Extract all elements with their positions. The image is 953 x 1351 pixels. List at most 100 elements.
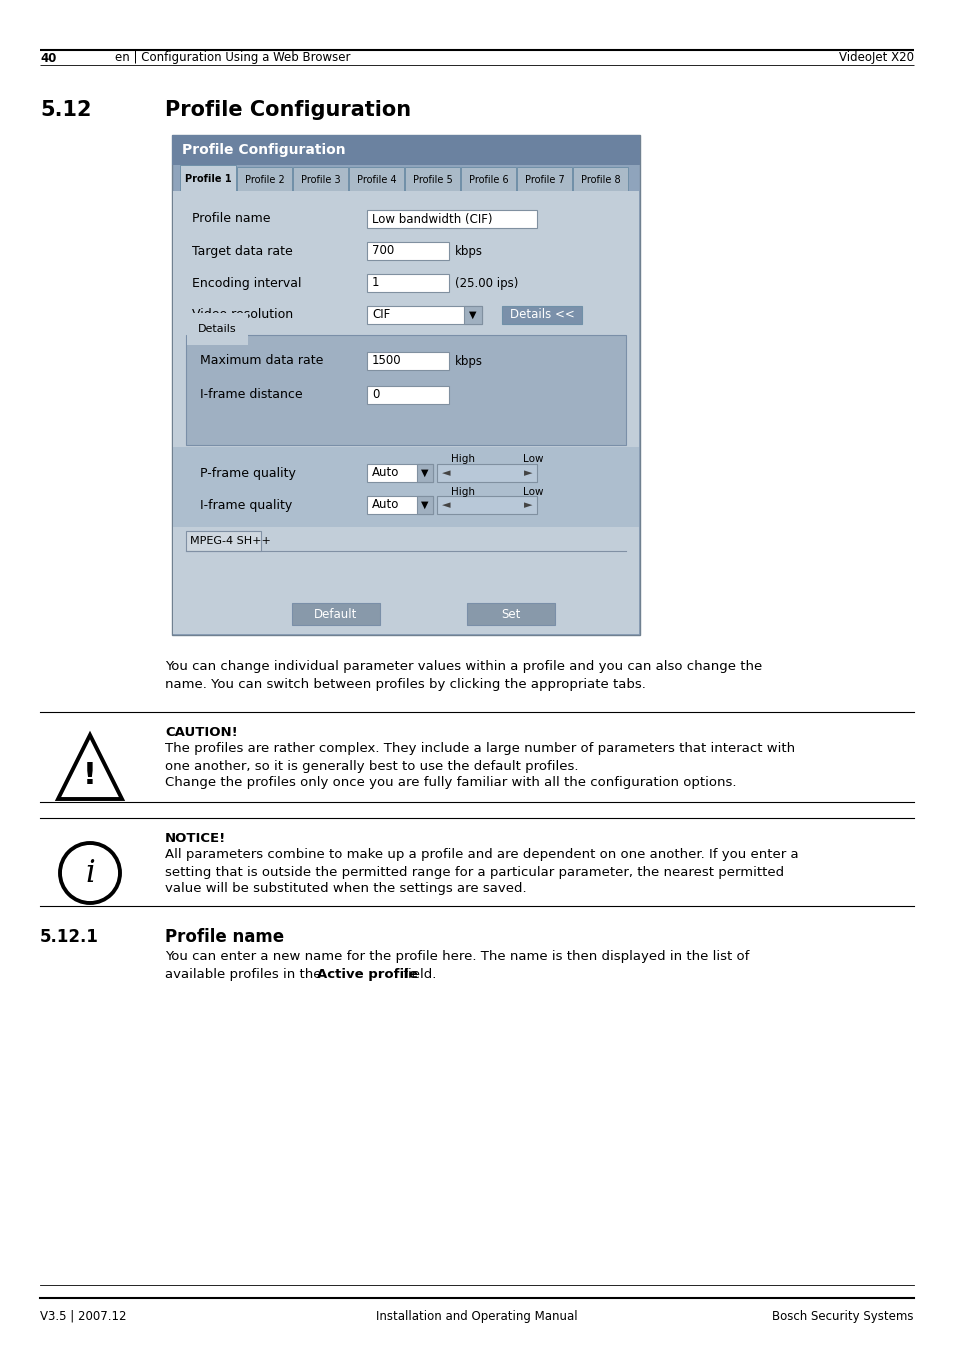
Bar (367, 353, 449, 370)
Text: Profile 2: Profile 2 (244, 176, 284, 185)
Bar (501, 305, 581, 324)
Text: Encoding interval: Encoding interval (192, 277, 301, 289)
Text: 1: 1 (372, 277, 379, 289)
Text: Profile 7: Profile 7 (524, 176, 564, 185)
Text: name. You can switch between profiles by clicking the appropriate tabs.: name. You can switch between profiles by… (165, 678, 645, 690)
Text: CAUTION!: CAUTION! (165, 725, 237, 739)
Text: Video resolution: Video resolution (192, 308, 293, 322)
Text: Details <<: Details << (509, 308, 574, 322)
Text: P-frame quality: P-frame quality (200, 466, 295, 480)
Bar (436, 496, 537, 513)
Text: V3.5 | 2007.12: V3.5 | 2007.12 (40, 1310, 127, 1323)
Text: Profile name: Profile name (165, 928, 284, 946)
Text: available profiles in the: available profiles in the (165, 969, 325, 981)
Text: VideoJet X20: VideoJet X20 (838, 51, 913, 65)
Text: Profile Configuration: Profile Configuration (165, 100, 411, 120)
Text: kbps: kbps (455, 354, 482, 367)
Text: Profile 8: Profile 8 (580, 176, 619, 185)
Bar (172, 135, 639, 635)
Text: High: High (451, 454, 475, 463)
Text: Profile 3: Profile 3 (300, 176, 340, 185)
Text: value will be substituted when the settings are saved.: value will be substituted when the setti… (165, 882, 526, 894)
Text: Profile 6: Profile 6 (468, 176, 508, 185)
Text: kbps: kbps (455, 245, 482, 258)
Bar (367, 305, 481, 324)
Text: Profile 1: Profile 1 (185, 174, 231, 184)
Text: Low: Low (522, 454, 543, 463)
Bar (186, 335, 625, 444)
Text: Auto: Auto (372, 499, 399, 512)
Text: Active profile: Active profile (316, 969, 417, 981)
Text: !: ! (83, 761, 97, 789)
Text: 0: 0 (372, 389, 379, 401)
Text: ►: ► (523, 467, 532, 478)
Bar (367, 496, 433, 513)
Text: Profile 4: Profile 4 (356, 176, 395, 185)
Text: ►: ► (523, 500, 532, 509)
Text: 1500: 1500 (372, 354, 401, 367)
Bar (367, 209, 537, 228)
Text: ▼: ▼ (421, 500, 428, 509)
Text: Profile Configuration: Profile Configuration (182, 143, 345, 157)
Text: You can enter a new name for the profile here. The name is then displayed in the: You can enter a new name for the profile… (165, 950, 749, 963)
Text: ◄: ◄ (441, 467, 450, 478)
Bar (293, 168, 348, 193)
Text: Low bandwidth (CIF): Low bandwidth (CIF) (372, 212, 492, 226)
Bar (416, 496, 433, 513)
Bar (463, 305, 481, 324)
Bar (292, 603, 379, 626)
Bar (180, 165, 235, 193)
Text: ▼: ▼ (469, 309, 476, 320)
Text: Bosch Security Systems: Bosch Security Systems (772, 1310, 913, 1323)
Bar (436, 463, 537, 482)
Text: Details: Details (198, 324, 236, 334)
Text: setting that is outside the permitted range for a particular parameter, the near: setting that is outside the permitted ra… (165, 866, 783, 880)
Text: 5.12: 5.12 (40, 100, 91, 120)
Bar (405, 168, 459, 193)
Text: High: High (451, 486, 475, 497)
Bar (172, 528, 639, 634)
Bar (367, 463, 433, 482)
Bar (517, 168, 572, 193)
Text: The profiles are rather complex. They include a large number of parameters that : The profiles are rather complex. They in… (165, 742, 794, 755)
Text: one another, so it is generally best to use the default profiles.: one another, so it is generally best to … (165, 761, 578, 773)
Text: Profile 5: Profile 5 (413, 176, 452, 185)
Text: 700: 700 (372, 245, 394, 258)
Text: Change the profiles only once you are fully familiar with all the configuration : Change the profiles only once you are fu… (165, 775, 736, 789)
Text: ▼: ▼ (421, 467, 428, 478)
Text: 5.12.1: 5.12.1 (40, 928, 99, 946)
Bar (367, 386, 449, 404)
Text: en | Configuration Using a Web Browser: en | Configuration Using a Web Browser (115, 51, 350, 65)
Text: Auto: Auto (372, 466, 399, 480)
Bar (349, 168, 403, 193)
Text: I-frame quality: I-frame quality (200, 499, 292, 512)
Text: Low: Low (522, 486, 543, 497)
Bar (172, 447, 639, 527)
Text: 40: 40 (40, 51, 56, 65)
Bar (416, 463, 433, 482)
Text: i: i (85, 858, 94, 889)
Text: CIF: CIF (372, 308, 390, 322)
Text: Default: Default (314, 608, 357, 620)
Text: Maximum data rate: Maximum data rate (200, 354, 323, 367)
Text: ◄: ◄ (441, 500, 450, 509)
Bar (172, 190, 639, 634)
Bar (467, 603, 555, 626)
Text: You can change individual parameter values within a profile and you can also cha: You can change individual parameter valu… (165, 661, 761, 673)
Bar (236, 168, 292, 193)
Bar (186, 531, 261, 551)
Text: All parameters combine to make up a profile and are dependent on one another. If: All parameters combine to make up a prof… (165, 848, 798, 861)
Text: I-frame distance: I-frame distance (200, 389, 302, 401)
Text: MPEG-4 SH++: MPEG-4 SH++ (190, 536, 271, 546)
Text: NOTICE!: NOTICE! (165, 832, 226, 844)
Bar (367, 242, 449, 259)
Text: Set: Set (500, 608, 520, 620)
Text: Installation and Operating Manual: Installation and Operating Manual (375, 1310, 578, 1323)
Bar (573, 168, 627, 193)
Text: field.: field. (398, 969, 436, 981)
Bar (367, 274, 449, 292)
Text: Target data rate: Target data rate (192, 245, 293, 258)
Bar (460, 168, 516, 193)
Text: (25.00 ips): (25.00 ips) (455, 277, 517, 289)
Bar (172, 135, 639, 165)
